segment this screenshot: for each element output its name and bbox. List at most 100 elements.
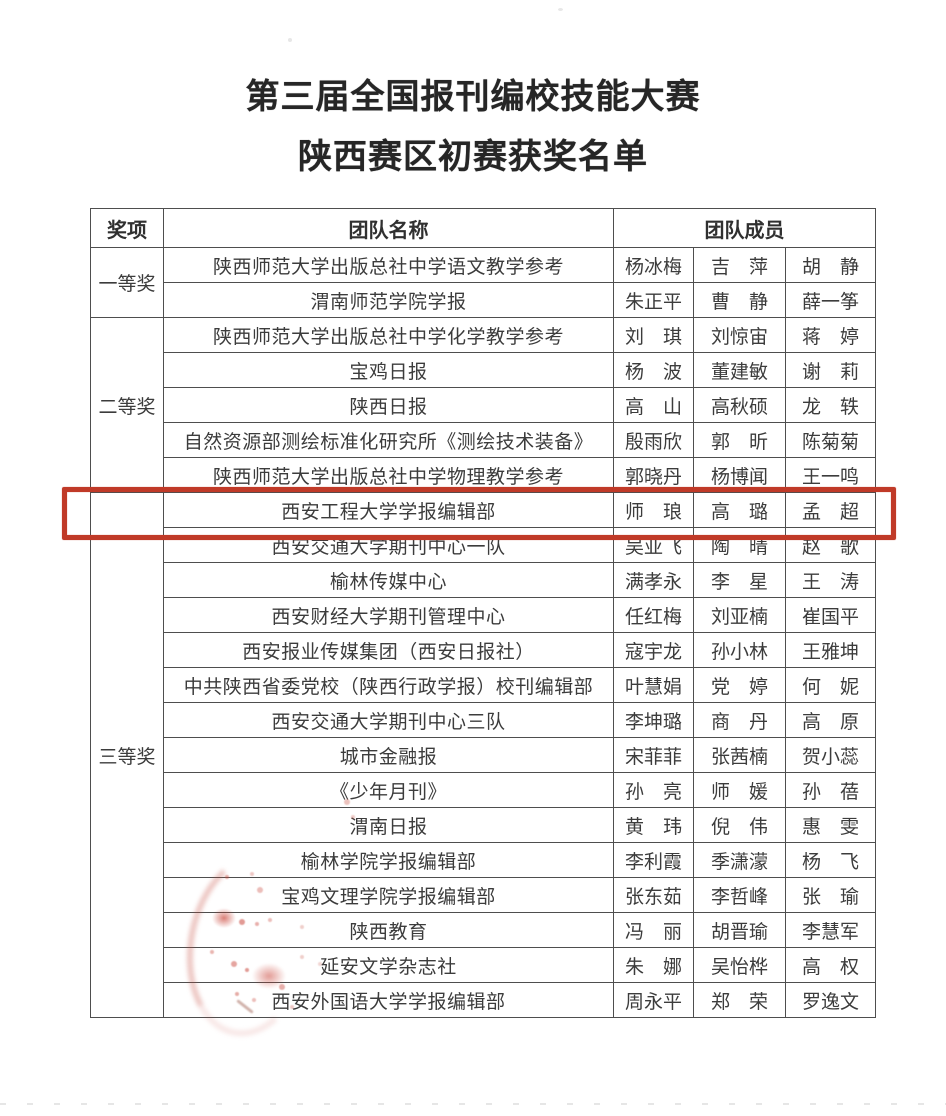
team-name-cell: 陕西师范大学出版总社中学语文教学参考	[163, 247, 614, 283]
table-row: 西安财经大学期刊管理中心 任红梅 刘亚楠 崔国平	[91, 597, 876, 633]
member-name-cell: 刘 琪	[613, 317, 694, 353]
member-name-cell: 罗逸文	[785, 982, 876, 1018]
team-name-cell: 西安报业传媒集团（西安日报社）	[163, 632, 614, 668]
member-name-cell: 孟 超	[785, 492, 876, 528]
member-name-cell: 薛一筝	[785, 282, 876, 318]
member-name-cell: 刘亚楠	[693, 597, 786, 633]
member-name-cell: 殷雨欣	[613, 422, 694, 458]
table-row: 《少年月刊》孙 亮师 媛孙 蓓	[91, 772, 876, 808]
member-name-cell: 高 权	[785, 947, 876, 983]
member-name-cell: 胡 静	[785, 247, 876, 283]
team-name-cell: 中共陕西省委党校（陕西行政学报）校刊编辑部	[163, 667, 614, 703]
table-row: 城市金融报 宋菲菲 张茜楠 贺小蕊	[91, 737, 876, 773]
team-name-cell: 榆林学院学报编辑部	[163, 842, 614, 878]
member-name-cell: 张东茹	[613, 877, 694, 913]
member-name-cell: 陈菊菊	[785, 422, 876, 458]
member-name-cell: 高 原	[785, 702, 876, 738]
member-name-cell: 杨 波	[613, 352, 694, 388]
member-name-cell: 王一鸣	[785, 457, 876, 493]
member-name-cell: 李慧军	[785, 912, 876, 948]
member-name-cell: 吴怡桦	[693, 947, 786, 983]
table-row: 榆林学院学报编辑部 李利霞 季潇濛杨 飞	[91, 842, 876, 878]
table-row: 自然资源部测绘标准化研究所《测绘技术装备》 殷雨欣郭 昕陈菊菊	[91, 422, 876, 458]
member-name-cell: 龙 轶	[785, 387, 876, 423]
table-row: 陕西日报高 山高秋硕龙 轶	[91, 387, 876, 423]
team-name-cell: 自然资源部测绘标准化研究所《测绘技术装备》	[163, 422, 614, 458]
table-row: 西安报业传媒集团（西安日报社） 寇宇龙 孙小林 王雅坤	[91, 632, 876, 668]
member-name-cell: 高秋硕	[693, 387, 786, 423]
member-name-cell: 宋菲菲	[613, 737, 694, 773]
member-name-cell: 高 璐	[693, 492, 786, 528]
member-name-cell: 吉 萍	[693, 247, 786, 283]
member-name-cell: 倪 伟	[693, 807, 786, 843]
member-name-cell: 郭晓丹	[613, 457, 694, 493]
team-name-cell: 西安工程大学学报编辑部	[163, 492, 614, 528]
table-header-row: 奖项 团队名称 团队成员	[90, 208, 876, 248]
table-row: 二等奖 陕西师范大学出版总社中学化学教学参考刘 琪刘惊宙蒋 婷	[90, 317, 876, 493]
award-cell: 一等奖	[90, 247, 164, 318]
team-name-cell: 渭南日报	[163, 807, 614, 843]
table-row: 陕西师范大学出版总社中学物理教学参考 郭晓丹 杨博闻 王一鸣	[91, 457, 876, 493]
member-name-cell: 李哲峰	[693, 877, 786, 913]
member-name-cell: 王雅坤	[785, 632, 876, 668]
member-name-cell: 郭 昕	[693, 422, 786, 458]
document-title-line1: 第三届全国报刊编校技能大赛	[245, 79, 701, 116]
member-name-cell: 李 星	[693, 562, 786, 598]
header-team-name: 团队名称	[163, 208, 614, 248]
member-name-cell: 杨 飞	[785, 842, 876, 878]
member-name-cell: 刘惊宙	[693, 317, 786, 353]
member-name-cell: 满孝永	[613, 562, 694, 598]
team-name-cell: 陕西教育	[163, 912, 614, 948]
member-name-cell: 李坤璐	[613, 702, 694, 738]
member-name-cell: 王 涛	[785, 562, 876, 598]
member-name-cell: 董建敏	[693, 352, 786, 388]
member-name-cell: 寇宇龙	[613, 632, 694, 668]
header-award: 奖项	[90, 208, 164, 248]
table-row: 渭南师范学院学报 朱正平曹 静薛一筝	[91, 282, 876, 318]
member-name-cell: 惠 雯	[785, 807, 876, 843]
team-name-cell: 西安财经大学期刊管理中心	[163, 597, 614, 633]
team-name-cell: 陕西师范大学出版总社中学化学教学参考	[163, 317, 614, 353]
table-row: 一等奖 陕西师范大学出版总社中学语文教学参考 杨冰梅吉 萍胡 静	[90, 247, 876, 318]
member-name-cell: 冯 丽	[613, 912, 694, 948]
member-name-cell: 叶慧娟	[613, 667, 694, 703]
member-name-cell: 陶 晴	[693, 527, 786, 563]
team-name-cell: 宝鸡日报	[163, 352, 614, 388]
table-row: 陕西教育冯 丽胡晋瑜 李慧军	[91, 912, 876, 948]
table-row: 宝鸡日报杨 波董建敏谢 莉	[91, 352, 876, 388]
member-name-cell: 曹 静	[693, 282, 786, 318]
award-table: 奖项 团队名称 团队成员 一等奖 陕西师范大学出版总社中学语文教学参考 杨冰梅吉 萍…	[90, 208, 876, 1018]
member-name-cell: 李利霞	[613, 842, 694, 878]
member-name-cell: 师 琅	[613, 492, 694, 528]
table-row: 西安外国语大学学报编辑部 周永平郑 荣罗逸文	[91, 982, 876, 1018]
member-name-cell: 何 妮	[785, 667, 876, 703]
table-row: 宝鸡文理学院学报编辑部 张东茹 李哲峰张 瑜	[91, 877, 876, 913]
member-name-cell: 赵 歌	[785, 527, 876, 563]
award-cell: 二等奖	[90, 317, 164, 493]
team-name-cell: 陕西日报	[163, 387, 614, 423]
member-name-cell: 郑 荣	[693, 982, 786, 1018]
table-row: 渭南日报黄 玮倪 伟惠 雯	[91, 807, 876, 843]
table-row-highlighted: 三等奖 西安工程大学学报编辑部师 琅高 璐孟 超	[90, 492, 876, 1018]
scan-speck	[558, 8, 563, 11]
member-name-cell: 贺小蕊	[785, 737, 876, 773]
team-name-cell: 渭南师范学院学报	[163, 282, 614, 318]
table-row: 榆林传媒中心 满孝永李 星王 涛	[91, 562, 876, 598]
team-name-cell: 陕西师范大学出版总社中学物理教学参考	[163, 457, 614, 493]
member-name-cell: 蒋 婷	[785, 317, 876, 353]
table-row: 西安交通大学期刊中心三队 李坤璐商 丹高 原	[91, 702, 876, 738]
member-name-cell: 张茜楠	[693, 737, 786, 773]
member-name-cell: 崔国平	[785, 597, 876, 633]
member-name-cell: 谢 莉	[785, 352, 876, 388]
member-name-cell: 杨博闻	[693, 457, 786, 493]
member-name-cell: 胡晋瑜	[693, 912, 786, 948]
team-name-cell: 西安交通大学期刊中心三队	[163, 702, 614, 738]
table-row: 延安文学杂志社朱 娜吴怡桦高 权	[91, 947, 876, 983]
member-name-cell: 周永平	[613, 982, 694, 1018]
member-name-cell: 朱正平	[613, 282, 694, 318]
team-name-cell: 西安外国语大学学报编辑部	[163, 982, 614, 1018]
member-name-cell: 张 瑜	[785, 877, 876, 913]
document-title: 第三届全国报刊编校技能大赛 陕西赛区初赛获奖名单	[0, 68, 946, 188]
member-name-cell: 商 丹	[693, 702, 786, 738]
